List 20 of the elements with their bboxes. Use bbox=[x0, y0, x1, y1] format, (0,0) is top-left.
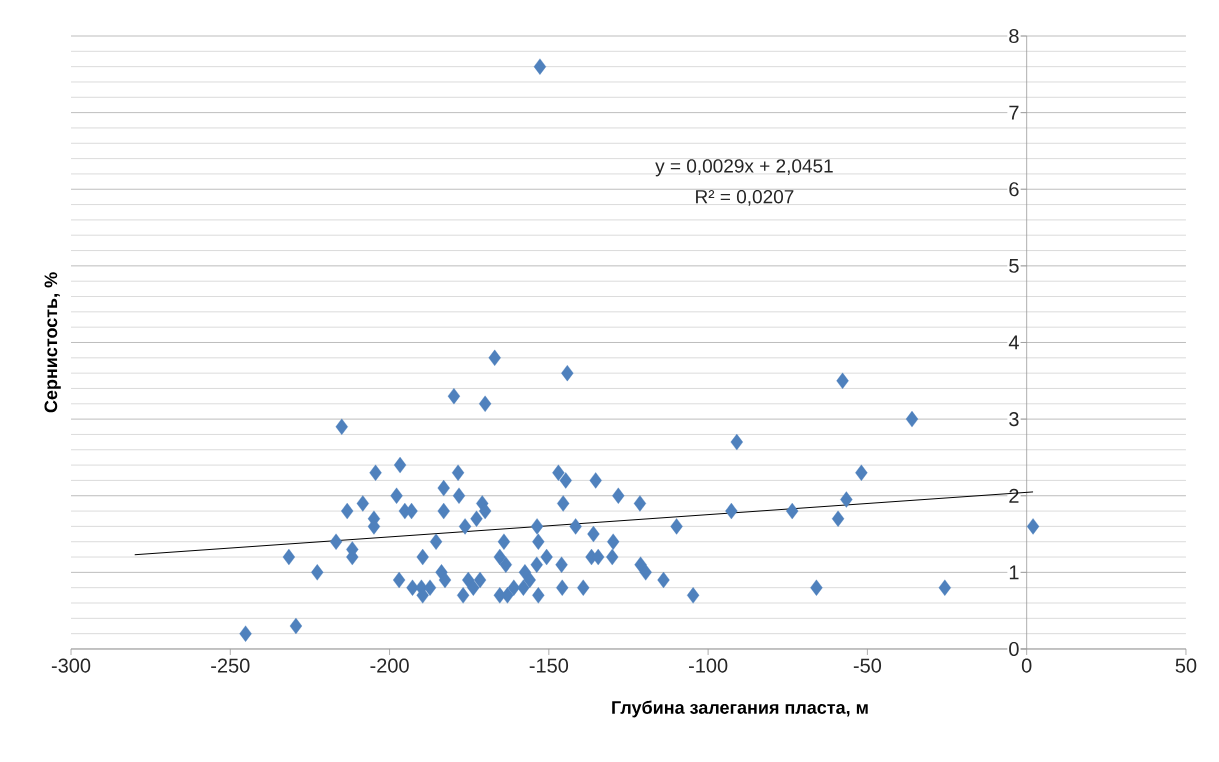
x-tick-label: -150 bbox=[529, 658, 569, 673]
x-tick-label: -100 bbox=[689, 658, 728, 673]
x-axis-title: Глубина залегания пласта, м bbox=[612, 700, 868, 718]
x-tick-label: -250 bbox=[211, 658, 250, 673]
x-tick-label: 50 bbox=[1175, 658, 1197, 673]
annotation: y = 0,0029x + 2,0451 bbox=[655, 159, 833, 177]
y-tick-label: 8 bbox=[1009, 28, 1019, 44]
annotation: R² = 0,0207 bbox=[696, 189, 794, 206]
x-tick-label: -200 bbox=[370, 658, 409, 673]
x-tick-label: 0 bbox=[1021, 658, 1032, 673]
y-tick-label: 0 bbox=[1009, 641, 1019, 657]
y-tick-label: 3 bbox=[1009, 412, 1019, 427]
y-tick-label: 1 bbox=[1009, 565, 1019, 580]
x-tick-label: -50 bbox=[853, 658, 882, 673]
y-tick-label: 6 bbox=[1009, 182, 1019, 197]
y-axis-title: Сернистость, % bbox=[44, 272, 61, 413]
y-tick-label: 4 bbox=[1008, 335, 1019, 350]
x-tick-label: -300 bbox=[51, 658, 91, 673]
y-tick-label: 7 bbox=[1009, 105, 1019, 120]
y-tick-label: 5 bbox=[1009, 258, 1019, 273]
